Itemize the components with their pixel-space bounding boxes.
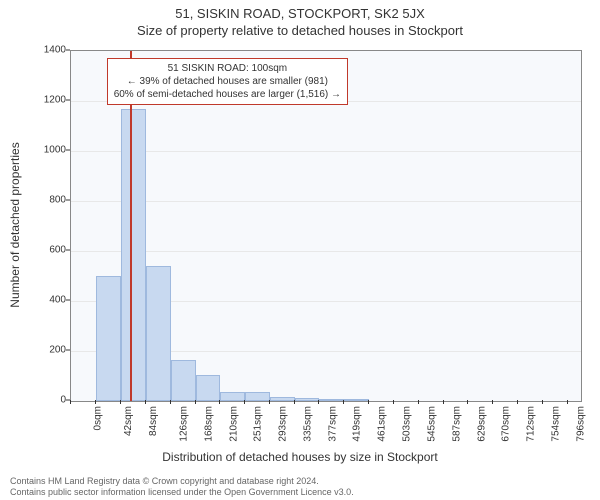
footer-line-2: Contains public sector information licen… xyxy=(10,487,354,498)
gridline xyxy=(71,151,581,152)
x-tick-label: 168sqm xyxy=(203,406,214,442)
y-tick-mark xyxy=(66,150,70,151)
plot-area: 51 SISKIN ROAD: 100sqm← 39% of detached … xyxy=(70,50,582,402)
footer-line-1: Contains HM Land Registry data © Crown c… xyxy=(10,476,354,487)
gridline xyxy=(71,201,581,202)
y-tick-label: 400 xyxy=(26,295,66,306)
x-tick-mark xyxy=(567,400,568,404)
y-tick-mark xyxy=(66,250,70,251)
x-tick-label: 84sqm xyxy=(148,406,159,436)
annotation-line: 51 SISKIN ROAD: 100sqm xyxy=(114,62,341,75)
x-tick-mark xyxy=(343,400,344,404)
histogram-bar xyxy=(171,360,196,401)
annotation-line: ← 39% of detached houses are smaller (98… xyxy=(114,75,341,88)
x-tick-label: 377sqm xyxy=(327,406,338,442)
histogram-bar xyxy=(121,109,146,402)
chart-title: Size of property relative to detached ho… xyxy=(0,21,600,38)
x-tick-label: 545sqm xyxy=(427,406,438,442)
x-tick-mark xyxy=(368,400,369,404)
y-tick-label: 1400 xyxy=(26,45,66,56)
x-axis-label: Distribution of detached houses by size … xyxy=(0,450,600,464)
gridline xyxy=(71,251,581,252)
x-tick-label: 251sqm xyxy=(252,406,263,442)
x-tick-mark xyxy=(517,400,518,404)
y-tick-label: 1000 xyxy=(26,145,66,156)
y-tick-label: 600 xyxy=(26,245,66,256)
histogram-bar xyxy=(220,392,245,402)
y-tick-mark xyxy=(66,350,70,351)
x-tick-label: 419sqm xyxy=(352,406,363,442)
address-line: 51, SISKIN ROAD, STOCKPORT, SK2 5JX xyxy=(0,0,600,21)
footer-attribution: Contains HM Land Registry data © Crown c… xyxy=(10,476,354,498)
x-tick-mark xyxy=(219,400,220,404)
histogram-bar xyxy=(319,399,344,402)
x-tick-label: 210sqm xyxy=(228,406,239,442)
x-tick-label: 503sqm xyxy=(402,406,413,442)
y-tick-mark xyxy=(66,300,70,301)
y-tick-label: 800 xyxy=(26,195,66,206)
x-tick-mark xyxy=(195,400,196,404)
histogram-bar xyxy=(295,398,320,401)
x-tick-label: 461sqm xyxy=(377,406,388,442)
x-tick-label: 0sqm xyxy=(92,406,103,430)
x-tick-label: 126sqm xyxy=(178,406,189,442)
y-tick-mark xyxy=(66,100,70,101)
x-tick-mark xyxy=(95,400,96,404)
y-tick-label: 1200 xyxy=(26,95,66,106)
x-tick-mark xyxy=(120,400,121,404)
histogram-bar xyxy=(270,397,295,401)
histogram-bar xyxy=(196,375,220,401)
x-tick-mark xyxy=(145,400,146,404)
annotation-line: 60% of semi-detached houses are larger (… xyxy=(114,88,341,101)
x-tick-mark xyxy=(318,400,319,404)
x-tick-mark xyxy=(269,400,270,404)
y-tick-label: 0 xyxy=(26,395,66,406)
y-tick-mark xyxy=(66,200,70,201)
x-tick-label: 587sqm xyxy=(452,406,463,442)
x-tick-label: 42sqm xyxy=(123,406,134,436)
histogram-bar xyxy=(245,392,270,401)
histogram-bar xyxy=(96,276,121,401)
x-tick-mark xyxy=(244,400,245,404)
x-tick-mark xyxy=(393,400,394,404)
x-tick-mark xyxy=(70,400,71,404)
histogram-bar xyxy=(146,266,171,401)
x-tick-mark xyxy=(418,400,419,404)
x-tick-mark xyxy=(170,400,171,404)
x-tick-mark xyxy=(467,400,468,404)
annotation-box: 51 SISKIN ROAD: 100sqm← 39% of detached … xyxy=(107,58,348,105)
x-tick-mark xyxy=(294,400,295,404)
x-tick-label: 712sqm xyxy=(526,406,537,442)
x-tick-label: 754sqm xyxy=(551,406,562,442)
x-tick-label: 293sqm xyxy=(277,406,288,442)
y-tick-label: 200 xyxy=(26,345,66,356)
x-tick-label: 335sqm xyxy=(302,406,313,442)
x-tick-mark xyxy=(443,400,444,404)
x-tick-label: 670sqm xyxy=(501,406,512,442)
x-tick-label: 629sqm xyxy=(477,406,488,442)
x-tick-label: 796sqm xyxy=(576,406,587,442)
histogram-bar xyxy=(344,399,369,402)
y-tick-mark xyxy=(66,50,70,51)
x-tick-mark xyxy=(542,400,543,404)
x-tick-mark xyxy=(492,400,493,404)
